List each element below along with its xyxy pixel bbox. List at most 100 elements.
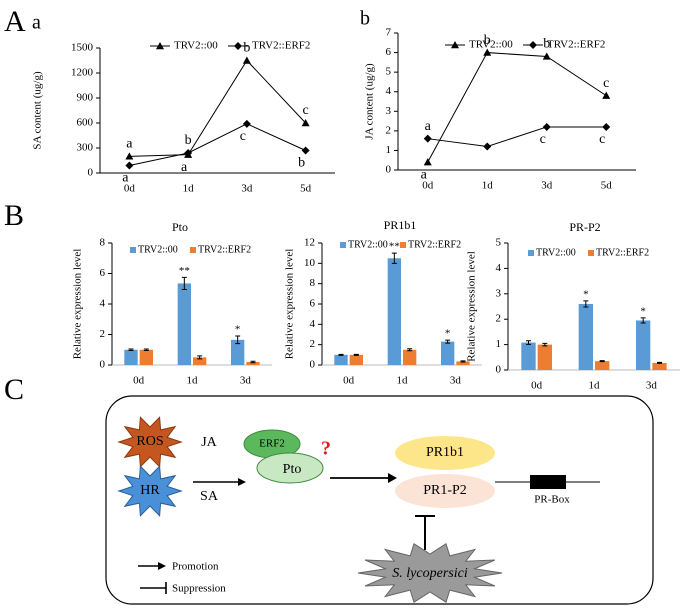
- legend-label: TRV2::00: [138, 244, 178, 255]
- x-tick-label: 0d: [343, 375, 355, 387]
- y-axis-label: Relative expression level: [284, 249, 296, 360]
- y-tick-label: 5: [386, 66, 392, 78]
- point-label: a: [181, 160, 188, 175]
- sa-label: SA: [200, 489, 219, 504]
- error-bar: [526, 340, 531, 345]
- error-bar: [445, 339, 451, 344]
- x-tick-label: 1d: [482, 180, 494, 192]
- panel-label: A: [4, 5, 26, 38]
- legend-label: TRV2::ERF2: [547, 39, 605, 51]
- marker: [483, 48, 492, 56]
- point-label: b: [543, 37, 550, 52]
- y-tick-label: 10: [304, 257, 316, 269]
- y-tick-label: 0: [386, 164, 392, 176]
- y-tick-label: 3: [386, 105, 392, 117]
- chart: 0 300 600 900 1200 1500 SA content (ug/g) 0d 1d 3…: [32, 40, 335, 195]
- y-tick-label: 4: [386, 85, 392, 97]
- error-bar: [407, 348, 413, 352]
- significance: *: [235, 324, 241, 336]
- marker: [602, 122, 611, 131]
- point-label: c: [603, 76, 609, 91]
- bar: [403, 349, 417, 365]
- hr-burst: [117, 465, 183, 517]
- chart: 0 2 4 6 8 10 12 Relative expression level PR1b1 0…: [284, 218, 482, 387]
- panel-label: B: [4, 199, 24, 232]
- chart: 0 2 4 6 8 Relative expression level Pto 0d 1d 3d T…: [72, 220, 272, 387]
- x-tick-label: 3d: [450, 375, 462, 387]
- x-tick-label: 0d: [133, 375, 145, 387]
- bar: [177, 283, 191, 365]
- y-tick-label: 0: [310, 359, 316, 371]
- pathogen-label: S. lycopersici: [392, 566, 468, 581]
- bar: [193, 357, 207, 365]
- chart: 0 1 2 3 4 5 6 7 JA content (ug/g) 0d 1d 3d 5d a b b c TRV…: [364, 27, 636, 192]
- y-tick-label: 4: [496, 262, 502, 274]
- x-tick-label: 3d: [240, 375, 252, 387]
- y-axis-label: Relative expression level: [72, 249, 84, 360]
- x-tick-label: 1d: [397, 375, 409, 387]
- error-bar: [460, 360, 466, 363]
- marker: [125, 152, 134, 160]
- y-tick-label: 6: [100, 267, 106, 279]
- pr1p2-label: PR1-P2: [423, 483, 467, 498]
- erf2-label: ERF2: [259, 438, 285, 450]
- pathogen-burst: [357, 543, 503, 603]
- legend-promotion: Promotion: [172, 561, 219, 573]
- y-tick-label: 600: [77, 117, 94, 129]
- legend-suppression: Suppression: [172, 583, 226, 595]
- point-label: a: [126, 137, 133, 152]
- error-bar: [197, 355, 203, 360]
- line: [427, 52, 607, 163]
- pr1b1-label: PR1b1: [426, 445, 464, 460]
- bar: [124, 349, 138, 365]
- x-tick-label: 0d: [531, 380, 543, 392]
- bar: [334, 354, 348, 365]
- error-bar: [338, 353, 344, 356]
- error-bar: [640, 317, 646, 324]
- error-bar: [391, 252, 397, 264]
- legend-label: TRV2::ERF2: [252, 40, 310, 52]
- y-tick-label: 0: [100, 359, 106, 371]
- bar: [441, 341, 455, 365]
- point-label: a: [122, 171, 129, 186]
- marker: [125, 161, 134, 170]
- error-bar: [353, 353, 359, 356]
- y-tick-label: 3: [496, 287, 502, 299]
- y-tick-label: 2: [310, 338, 316, 350]
- bar: [578, 303, 593, 370]
- point-label: c: [303, 103, 309, 118]
- error-bar: [599, 360, 605, 363]
- chart: 0 1 2 3 4 5 Relative expression level PR-P2 0d 1d…: [466, 220, 680, 392]
- marker: [602, 91, 611, 99]
- significance: **: [389, 241, 400, 253]
- error-bar: [657, 361, 662, 364]
- pr1b1-node: [395, 436, 495, 470]
- legend-swatch: [528, 250, 534, 256]
- bar: [636, 320, 651, 370]
- error-bar: [583, 300, 589, 308]
- point-label: b: [185, 133, 192, 148]
- point-label: c: [599, 132, 605, 147]
- x-tick-label: 3d: [541, 180, 553, 192]
- arrow-head: [238, 478, 246, 486]
- panel-label: b: [360, 8, 370, 30]
- x-tick-label: 1d: [183, 183, 195, 195]
- point-label: b: [484, 33, 491, 48]
- point-label: b: [243, 41, 250, 56]
- line: [427, 126, 607, 148]
- bar: [139, 349, 153, 365]
- point-label: b: [298, 156, 305, 171]
- error-bar: [542, 342, 548, 347]
- point-label: a: [425, 119, 432, 134]
- legend-label: TRV2::ERF2: [596, 247, 649, 258]
- y-tick-label: 8: [310, 277, 316, 289]
- point-label: c: [540, 132, 546, 147]
- y-axis-label: SA content (ug/g): [32, 71, 44, 150]
- pr1p2-node: [395, 474, 495, 508]
- bar: [349, 354, 363, 365]
- y-tick-label: 12: [304, 237, 315, 249]
- marker: [483, 142, 492, 151]
- pto-label: Pto: [283, 462, 302, 477]
- y-tick-label: 0: [88, 167, 94, 179]
- line: [129, 123, 306, 166]
